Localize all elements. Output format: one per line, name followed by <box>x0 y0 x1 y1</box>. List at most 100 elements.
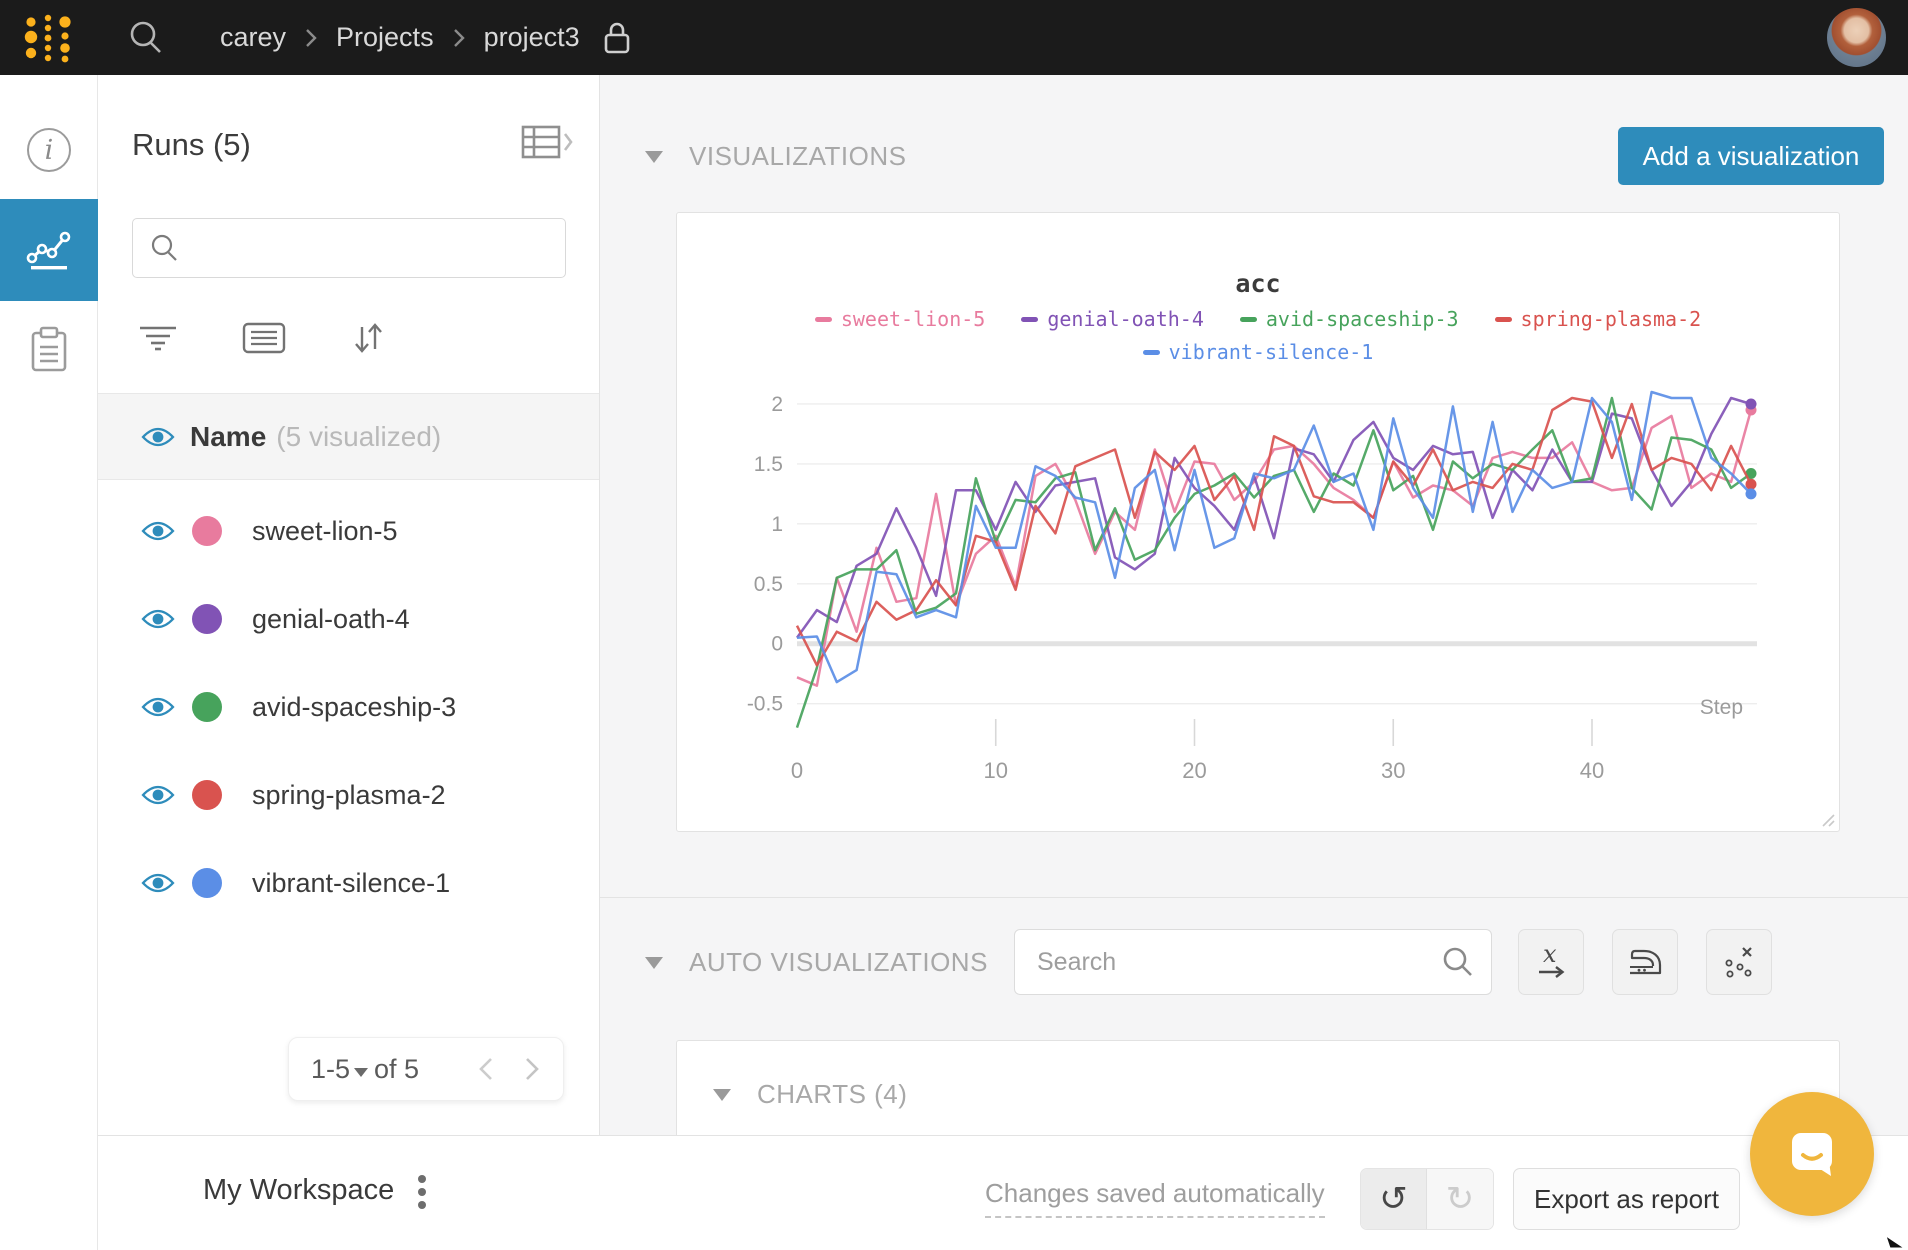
eye-icon <box>141 697 175 717</box>
redo-button[interactable]: ↻ <box>1427 1169 1493 1229</box>
svg-text:1: 1 <box>771 513 783 536</box>
avatar[interactable] <box>1827 8 1886 67</box>
scatter-points-icon <box>1725 947 1752 978</box>
workspace-menu-button[interactable] <box>408 1166 436 1218</box>
x-axis-settings-button[interactable]: x <box>1518 929 1584 995</box>
svg-text:-0.5: -0.5 <box>747 693 783 716</box>
breadcrumb-user[interactable]: carey <box>220 22 287 52</box>
run-visibility-toggle[interactable] <box>140 871 176 895</box>
info-icon: i <box>27 128 71 172</box>
sort-button[interactable] <box>344 315 392 366</box>
auto-viz-search-input[interactable] <box>1037 947 1417 977</box>
page-range-dropdown[interactable]: 1-5 <box>311 1054 374 1085</box>
svg-text:30: 30 <box>1381 758 1405 783</box>
open-runs-table-button[interactable] <box>521 125 573 165</box>
breadcrumb-project[interactable]: project3 <box>483 22 580 52</box>
collapse-triangle-icon <box>645 956 663 969</box>
table-icon <box>521 125 573 159</box>
filter-button[interactable] <box>132 319 184 362</box>
eye-icon <box>141 785 175 805</box>
next-page-icon[interactable] <box>523 1055 541 1083</box>
run-visibility-toggle[interactable] <box>140 783 176 807</box>
legend-marker <box>1021 316 1039 322</box>
legend-entry[interactable]: genial-oath-4 <box>1021 307 1204 331</box>
runs-panel-title: Runs (5) <box>132 127 251 162</box>
undo-redo-group: ↺ ↻ <box>1360 1168 1494 1230</box>
legend-label: spring-plasma-2 <box>1520 307 1702 331</box>
name-column-label[interactable]: Name <box>190 420 267 452</box>
run-row[interactable]: sweet-lion-5 <box>98 487 599 575</box>
eye-icon <box>141 873 175 893</box>
breadcrumb: carey Projects project3 <box>220 21 632 55</box>
divider <box>98 393 599 394</box>
chevron-right-icon <box>306 28 317 47</box>
visualizations-label: VISUALIZATIONS <box>689 141 907 171</box>
run-visibility-toggle[interactable] <box>140 519 176 543</box>
chat-support-button[interactable] <box>1750 1092 1874 1216</box>
run-name[interactable]: spring-plasma-2 <box>252 779 446 810</box>
visualized-count: (5 visualized) <box>276 420 442 452</box>
add-visualization-button[interactable]: Add a visualization <box>1618 127 1884 185</box>
legend-label: genial-oath-4 <box>1047 307 1204 331</box>
run-color-dot <box>192 604 222 634</box>
mouse-cursor <box>1885 1234 1906 1249</box>
breadcrumb-projects[interactable]: Projects <box>336 22 434 52</box>
resize-handle-icon[interactable] <box>1819 811 1835 827</box>
search-icon[interactable] <box>126 18 166 58</box>
page-total: of 5 <box>374 1053 420 1084</box>
auto-visualizations-section-header[interactable]: AUTO VISUALIZATIONS <box>645 947 988 978</box>
legend-entry[interactable]: sweet-lion-5 <box>814 307 985 331</box>
run-name[interactable]: avid-spaceship-3 <box>252 691 457 722</box>
legend-marker <box>1142 349 1160 355</box>
run-row[interactable]: spring-plasma-2 <box>98 751 599 839</box>
run-name[interactable]: vibrant-silence-1 <box>252 867 451 898</box>
prev-page-icon[interactable] <box>477 1055 495 1083</box>
run-row[interactable]: genial-oath-4 <box>98 575 599 663</box>
run-color-dot <box>192 516 222 546</box>
undo-button[interactable]: ↺ <box>1361 1169 1427 1229</box>
visualizations-section-header[interactable]: VISUALIZATIONS <box>645 141 906 172</box>
svg-text:x: x <box>1543 942 1557 968</box>
run-visibility-toggle[interactable] <box>140 607 176 631</box>
clipboard-icon <box>31 326 67 372</box>
outliers-button[interactable] <box>1706 929 1772 995</box>
legend-entry[interactable]: avid-spaceship-3 <box>1239 307 1459 331</box>
run-visibility-toggle[interactable] <box>140 695 176 719</box>
wandb-logo-icon[interactable] <box>22 12 74 64</box>
workspace-main: VISUALIZATIONS Add a visualization acc s… <box>600 75 1908 1250</box>
rail-item-overview[interactable]: i <box>0 101 98 199</box>
chart-title: acc <box>1235 269 1281 298</box>
legend-entry[interactable]: spring-plasma-2 <box>1494 307 1702 331</box>
run-color-dot <box>192 868 222 898</box>
rail-item-charts-selected[interactable] <box>0 199 98 301</box>
charts-section-header[interactable]: CHARTS (4) <box>713 1079 1839 1110</box>
x-axis-icon: x <box>1539 942 1565 978</box>
left-icon-rail: i <box>0 75 98 1250</box>
smoothing-button[interactable] <box>1612 929 1678 995</box>
group-button[interactable] <box>236 316 292 365</box>
svg-text:1.5: 1.5 <box>754 453 783 476</box>
auto-viz-search-box <box>1014 929 1492 995</box>
charts-label: CHARTS (4) <box>757 1079 908 1109</box>
toggle-all-visibility[interactable] <box>140 425 176 449</box>
collapse-triangle-icon <box>645 150 663 163</box>
legend-entry[interactable]: vibrant-silence-1 <box>1142 340 1373 364</box>
list-box-icon <box>242 322 286 354</box>
search-icon <box>151 234 177 261</box>
run-row[interactable]: avid-spaceship-3 <box>98 663 599 751</box>
runs-sidebar: Runs (5) <box>98 75 600 1135</box>
run-name[interactable]: genial-oath-4 <box>252 603 410 634</box>
auto-visualizations-label: AUTO VISUALIZATIONS <box>689 947 988 977</box>
run-color-dot <box>192 780 222 810</box>
rail-item-notes[interactable] <box>0 301 98 399</box>
chart-panel: acc sweet-lion-5 genial-oath-4 avid-spac… <box>676 212 1840 832</box>
export-report-button[interactable]: Export as report <box>1513 1168 1740 1230</box>
run-name[interactable]: sweet-lion-5 <box>252 515 398 546</box>
top-navbar: carey Projects project3 <box>0 0 1908 75</box>
svg-text:0: 0 <box>791 758 803 783</box>
eye-icon <box>141 427 175 446</box>
run-row[interactable]: vibrant-silence-1 <box>98 839 599 927</box>
divider <box>600 897 1908 898</box>
runs-search-input[interactable] <box>191 234 551 262</box>
